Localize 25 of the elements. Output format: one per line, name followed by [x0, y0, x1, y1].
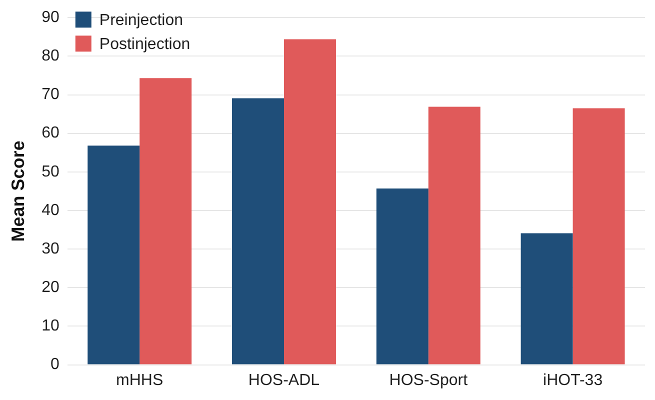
bar: [520, 233, 573, 364]
legend-label: Preinjection: [99, 12, 184, 30]
y-tick-label: 50: [42, 163, 60, 180]
y-tick-label: 40: [42, 202, 60, 219]
y-tick-label: 90: [42, 9, 60, 26]
x-tick-label: iHOT-33: [543, 372, 603, 389]
y-tick-label: 30: [42, 240, 60, 258]
y-tick-label: 0: [50, 356, 60, 374]
bar: [284, 39, 336, 364]
bar: [140, 78, 192, 364]
y-tick-label: 10: [42, 318, 60, 335]
legend-label: Postinjection: [99, 36, 190, 54]
y-axis-title: Mean Score: [8, 140, 28, 242]
bar: [232, 98, 284, 364]
y-tick-label: 70: [42, 86, 60, 104]
bar: [376, 188, 428, 364]
bar: [572, 108, 625, 364]
x-tick-label: mHHS: [116, 372, 164, 389]
y-tick-label: 80: [42, 48, 60, 65]
bar: [88, 146, 140, 364]
y-tick-label: 60: [42, 124, 60, 142]
y-tick-label: 20: [42, 279, 60, 296]
bar: [428, 106, 480, 364]
x-tick-label: HOS-ADL: [248, 372, 320, 389]
x-tick-label: HOS-Sport: [389, 372, 468, 389]
